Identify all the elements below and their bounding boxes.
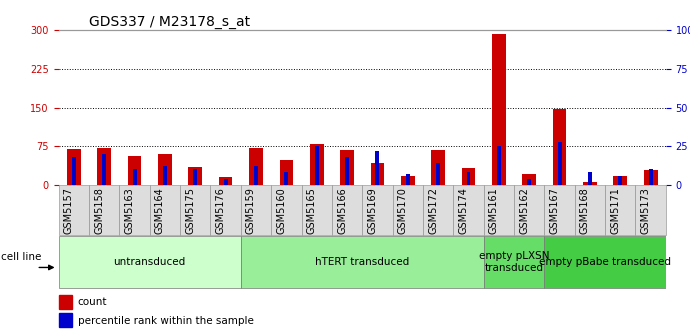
Text: empty pBabe transduced: empty pBabe transduced xyxy=(539,257,671,267)
Text: GSM5160: GSM5160 xyxy=(277,187,286,234)
Text: count: count xyxy=(77,297,107,307)
Bar xyxy=(279,160,293,185)
Text: GSM5174: GSM5174 xyxy=(459,187,469,234)
Bar xyxy=(180,185,210,235)
Bar xyxy=(193,169,197,185)
Bar xyxy=(605,185,635,235)
Bar xyxy=(423,185,453,235)
Bar xyxy=(492,34,506,185)
Bar xyxy=(522,174,536,185)
Bar xyxy=(219,177,233,185)
Text: GSM5168: GSM5168 xyxy=(580,187,590,234)
Bar xyxy=(163,166,167,185)
Bar xyxy=(453,185,484,235)
Text: GSM5175: GSM5175 xyxy=(186,187,195,234)
Text: hTERT transduced: hTERT transduced xyxy=(315,257,409,267)
Text: GSM5169: GSM5169 xyxy=(368,187,377,234)
Bar xyxy=(649,169,653,185)
Bar xyxy=(284,172,288,185)
Text: GSM5161: GSM5161 xyxy=(489,187,499,234)
Bar xyxy=(224,179,228,185)
Text: GSM5163: GSM5163 xyxy=(125,187,135,234)
Bar xyxy=(644,170,658,185)
Bar xyxy=(340,150,354,185)
Bar xyxy=(59,185,89,235)
Bar xyxy=(271,185,302,235)
Bar xyxy=(59,313,72,327)
Bar xyxy=(315,146,319,185)
Bar xyxy=(514,185,544,235)
Text: GSM5176: GSM5176 xyxy=(216,187,226,234)
Bar xyxy=(59,236,241,288)
Bar xyxy=(97,148,111,185)
Bar xyxy=(431,150,445,185)
Bar xyxy=(393,185,423,235)
Bar xyxy=(635,185,666,235)
Bar xyxy=(119,185,150,235)
Bar xyxy=(497,146,501,185)
Bar xyxy=(249,148,263,185)
Bar xyxy=(462,168,475,185)
Text: GSM5157: GSM5157 xyxy=(64,187,74,234)
Bar xyxy=(150,185,180,235)
Bar xyxy=(583,182,597,185)
Bar xyxy=(375,151,380,185)
Bar xyxy=(302,185,332,235)
Bar xyxy=(401,176,415,185)
Bar xyxy=(406,174,410,185)
Bar xyxy=(466,172,471,185)
Bar xyxy=(67,149,81,185)
Bar xyxy=(544,185,575,235)
Bar xyxy=(613,175,627,185)
Bar xyxy=(132,169,137,185)
Bar xyxy=(484,236,544,288)
Text: untransduced: untransduced xyxy=(114,257,186,267)
Text: GSM5171: GSM5171 xyxy=(611,187,620,234)
Text: GSM5164: GSM5164 xyxy=(155,187,165,234)
Text: GDS337 / M23178_s_at: GDS337 / M23178_s_at xyxy=(89,15,250,29)
Bar xyxy=(575,185,605,235)
Text: empty pLXSN
transduced: empty pLXSN transduced xyxy=(479,251,549,273)
Bar xyxy=(618,175,622,185)
Bar xyxy=(527,179,531,185)
Bar xyxy=(558,141,562,185)
Bar xyxy=(59,295,72,309)
Text: cell line: cell line xyxy=(1,252,41,262)
Text: GSM5162: GSM5162 xyxy=(520,187,529,234)
Bar xyxy=(128,157,141,185)
Bar xyxy=(188,167,202,185)
Bar xyxy=(588,172,592,185)
Bar xyxy=(241,185,271,235)
Bar xyxy=(371,163,384,185)
Bar xyxy=(310,143,324,185)
Text: GSM5158: GSM5158 xyxy=(95,187,104,234)
Bar xyxy=(436,163,440,185)
Bar xyxy=(158,154,172,185)
Text: GSM5166: GSM5166 xyxy=(337,187,347,234)
Text: GSM5170: GSM5170 xyxy=(398,187,408,234)
Bar xyxy=(332,185,362,235)
Text: GSM5173: GSM5173 xyxy=(641,187,651,234)
Bar xyxy=(544,236,666,288)
Bar xyxy=(210,185,241,235)
Bar xyxy=(362,185,393,235)
Bar xyxy=(89,185,119,235)
Bar xyxy=(254,166,258,185)
Text: GSM5172: GSM5172 xyxy=(428,187,438,234)
Bar xyxy=(553,109,566,185)
Text: percentile rank within the sample: percentile rank within the sample xyxy=(77,316,253,326)
Text: GSM5165: GSM5165 xyxy=(307,187,317,234)
Text: GSM5167: GSM5167 xyxy=(550,187,560,234)
Bar xyxy=(484,185,514,235)
Bar xyxy=(241,236,484,288)
Text: GSM5159: GSM5159 xyxy=(246,187,256,234)
Bar xyxy=(345,157,349,185)
Bar xyxy=(72,157,76,185)
Bar xyxy=(102,154,106,185)
